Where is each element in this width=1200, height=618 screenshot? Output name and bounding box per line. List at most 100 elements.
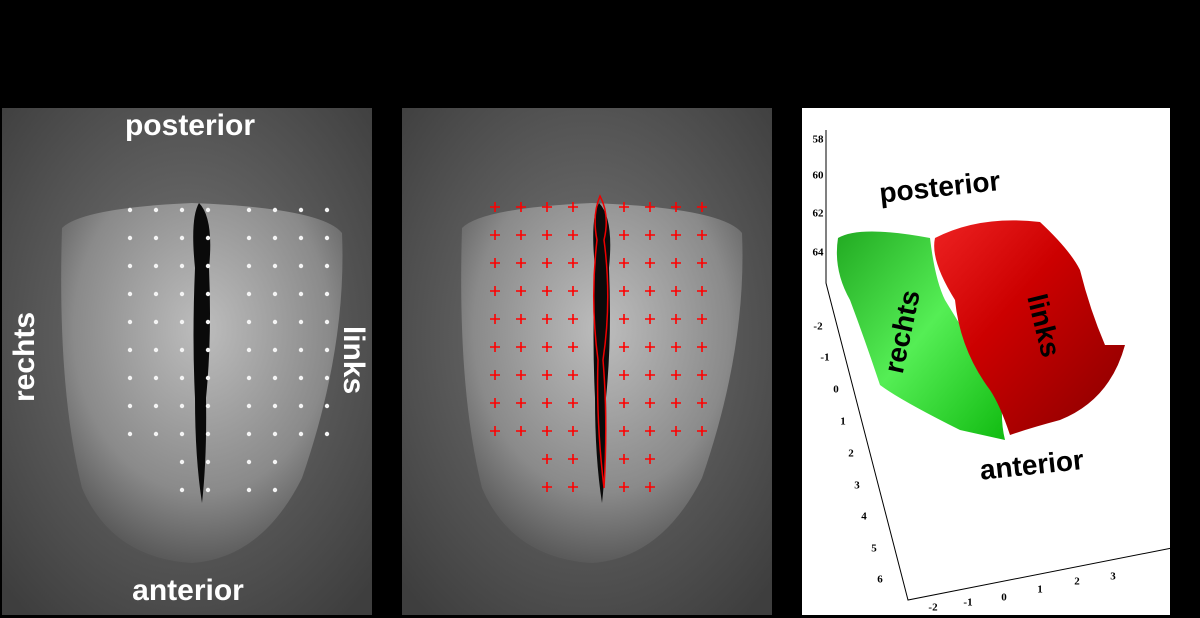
laser-dot: [272, 431, 278, 437]
cross: [542, 314, 552, 324]
tick-label-z: 64: [813, 247, 825, 259]
cross: [697, 314, 707, 324]
cross: [542, 398, 552, 408]
cross: [490, 398, 500, 408]
axes: [825, 130, 1173, 601]
cross: [490, 342, 500, 352]
panel-2: [402, 108, 772, 615]
laser-dot: [205, 207, 211, 213]
laser-dot: [153, 207, 159, 213]
laser-dot: [272, 487, 278, 493]
laser-dot: [205, 291, 211, 297]
laser-dot: [179, 319, 185, 325]
laser-dot: [324, 375, 330, 381]
tick-label-z: 60: [813, 170, 825, 182]
cross: [645, 398, 655, 408]
laser-dot: [246, 431, 252, 437]
glottis-contour: [592, 194, 609, 489]
laser-dot: [205, 375, 211, 381]
cross: [516, 202, 526, 212]
laser-dot: [127, 319, 133, 325]
laser-dot: [272, 291, 278, 297]
laser-dot: [324, 291, 330, 297]
laser-dot: [153, 375, 159, 381]
laser-dot: [179, 403, 185, 409]
cross: [568, 258, 578, 268]
cross: [542, 426, 552, 436]
label-posterior: posterior: [125, 109, 255, 142]
laser-dot: [127, 235, 133, 241]
cross: [671, 426, 681, 436]
surface-links: [934, 220, 1125, 435]
tick-label-y: 1: [840, 416, 846, 428]
cross: [516, 342, 526, 352]
label-rechts: rechts: [8, 312, 41, 402]
endoscopic-image: [2, 108, 372, 615]
laser-dot: [246, 235, 252, 241]
tick-label-x: 3: [1110, 571, 1116, 583]
laser-dot: [127, 207, 133, 213]
laser-dot: [205, 431, 211, 437]
laser-dot: [127, 375, 133, 381]
cross: [542, 342, 552, 352]
laser-dot: [179, 263, 185, 269]
laser-dot: [205, 347, 211, 353]
laser-dot: [153, 347, 159, 353]
cross: [490, 258, 500, 268]
tick-label-y: 4: [861, 511, 867, 523]
laser-dot: [153, 319, 159, 325]
laser-dot: [127, 291, 133, 297]
tick-label-y: 3: [854, 480, 860, 492]
laser-dot: [272, 235, 278, 241]
cross: [697, 258, 707, 268]
cross: [697, 202, 707, 212]
label-links: links: [337, 326, 370, 394]
tick-label-y: -1: [820, 352, 829, 364]
marker-crosses: [490, 202, 707, 492]
laser-dot: [127, 431, 133, 437]
laser-dot: [298, 403, 304, 409]
tick-label-y: -2: [813, 321, 823, 333]
cross: [490, 426, 500, 436]
tick-label-x: -2: [928, 602, 938, 614]
laser-dot: [205, 319, 211, 325]
cross: [619, 482, 629, 492]
laser-dot: [205, 403, 211, 409]
tick-label-y: 0: [833, 384, 839, 396]
laser-dot: [179, 431, 185, 437]
cross: [671, 258, 681, 268]
cross: [542, 286, 552, 296]
cross: [568, 314, 578, 324]
laser-dot: [272, 263, 278, 269]
laser-dot: [298, 431, 304, 437]
cross: [542, 202, 552, 212]
tick-label-y: 2: [848, 448, 854, 460]
tick-label-z: 62: [813, 208, 825, 220]
cross: [697, 342, 707, 352]
laser-dot: [179, 487, 185, 493]
cross: [671, 398, 681, 408]
cross: [568, 398, 578, 408]
cross: [568, 426, 578, 436]
tick-label-x: -1: [963, 597, 972, 609]
laser-dot: [127, 347, 133, 353]
laser-dot: [298, 291, 304, 297]
cross: [619, 202, 629, 212]
laser-dot: [324, 431, 330, 437]
cross: [490, 370, 500, 380]
laser-dot: [298, 375, 304, 381]
laser-dot: [272, 375, 278, 381]
cross: [645, 370, 655, 380]
laser-dot: [324, 403, 330, 409]
cross: [619, 370, 629, 380]
cross: [542, 482, 552, 492]
cross: [619, 314, 629, 324]
cross: [568, 286, 578, 296]
cross: [645, 426, 655, 436]
laser-dot: [205, 263, 211, 269]
laser-dot: [127, 263, 133, 269]
laser-dot: [246, 375, 252, 381]
cross: [568, 454, 578, 464]
laser-dot: [246, 319, 252, 325]
